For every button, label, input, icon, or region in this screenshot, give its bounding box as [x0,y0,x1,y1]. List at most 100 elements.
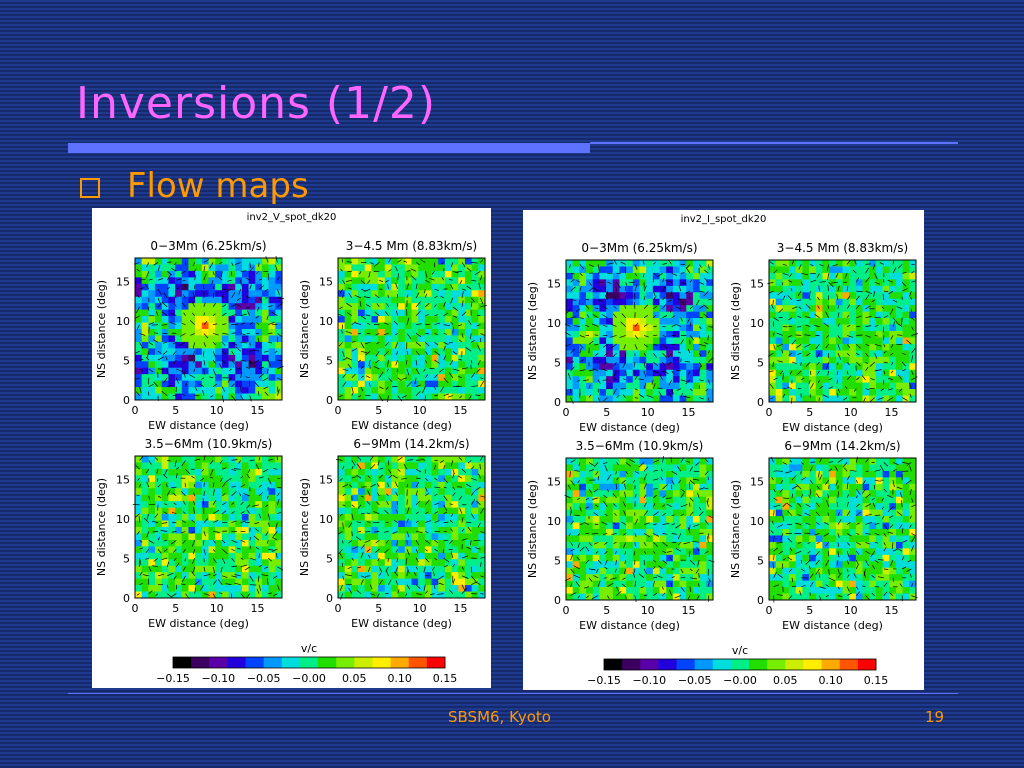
x-tick-label: 0 [132,404,139,417]
figure-title: inv2_V_spot_dk20 [247,212,337,223]
y-tick-label: 10 [319,513,333,526]
colorbar-tick: −0.00 [292,672,326,685]
x-tick-label: 10 [210,404,224,417]
y-tick-label: 5 [123,355,130,368]
x-tick-label: 10 [413,602,427,615]
x-tick-label: 0 [335,602,342,615]
title-underline-thin [590,142,958,144]
x-tick-label: 15 [251,404,265,417]
x-tick-label: 5 [603,406,610,419]
y-axis-label: NS distance (deg) [298,478,311,576]
y-tick-label: 0 [757,396,764,409]
x-tick-label: 10 [641,406,655,419]
colorbar-swatch [821,659,841,670]
colorbar-swatch [694,659,714,670]
colorbar-swatch [658,659,677,670]
page-number: 19 [925,708,945,726]
colorbar-tick: 0.05 [342,672,367,685]
y-tick-label: 15 [750,476,764,489]
x-tick-label: 10 [210,602,224,615]
colorbar-swatch [227,657,246,668]
colorbar-swatch [604,659,623,670]
velocity-heatmap [135,456,283,599]
y-tick-label: 5 [554,357,561,370]
velocity-heatmap [338,258,486,401]
bullet-square-icon [80,178,100,198]
panel-title: 0−3Mm (6.25km/s) [581,241,697,255]
x-tick-label: 15 [885,604,899,617]
x-axis-label: EW distance (deg) [148,419,249,432]
x-axis-label: EW distance (deg) [148,617,249,630]
footer-rule [68,693,958,694]
panel-title: 3−4.5 Mm (8.83km/s) [346,239,477,253]
x-axis-label: EW distance (deg) [579,619,680,632]
velocity-heatmap [566,260,714,403]
bullet-flow-maps: Flow maps [127,166,309,206]
flow-vectors [133,255,285,403]
colorbar-tick: −0.05 [247,672,281,685]
flow-vectors [335,455,486,600]
colorbar: v/c −0.15 −0.10 −0.05 −0.00 0.05 0.10 0.15 [587,644,888,687]
colorbar-tick: −0.05 [678,674,712,687]
colorbar-swatch [390,657,410,668]
colorbar-swatch [354,657,373,668]
panel-title: 3−4.5 Mm (8.83km/s) [777,241,908,255]
y-tick-label: 10 [547,317,561,330]
panel-frame [337,257,486,401]
colorbar-swatch [803,659,822,670]
colorbar-tick: −0.00 [723,674,757,687]
panel-frame [134,257,283,401]
colorbar-swatch [263,657,283,668]
colorbar-frame [603,658,877,671]
colorbar-label: v/c [301,642,317,655]
colorbar-swatch [676,659,696,670]
panel-frame [565,457,714,601]
y-tick-label: 0 [554,396,561,409]
figure-svg: inv2_I_spot_dk20 0−3Mm (6.25km/s) 0 5 10 15 0 5… [526,214,919,687]
colorbar-label: v/c [732,644,748,657]
y-tick-label: 5 [554,555,561,568]
y-axis-label: NS distance (deg) [298,280,311,378]
colorbar-swatch [839,659,859,670]
y-axis-label: NS distance (deg) [95,280,108,378]
flow-vectors [770,456,918,603]
colorbar-swatch [640,659,659,670]
colorbar-swatch [767,659,786,670]
panel-frame [337,455,486,599]
x-tick-label: 0 [766,604,773,617]
colorbar-swatch [281,657,301,668]
colorbar-tick: −0.15 [587,674,621,687]
y-axis-label: NS distance (deg) [729,480,742,578]
x-tick-label: 5 [172,404,179,417]
colorbar-swatch [318,657,337,668]
x-axis-label: EW distance (deg) [351,419,452,432]
y-tick-label: 15 [116,276,130,289]
x-tick-label: 15 [682,406,696,419]
y-tick-label: 15 [116,474,130,487]
colorbar-swatch [857,659,877,670]
colorbar-tick: −0.10 [632,674,666,687]
panel-frame [768,457,917,601]
colorbar-tick: 0.05 [773,674,798,687]
velocity-heatmap [566,458,714,601]
y-tick-label: 0 [123,592,130,605]
x-tick-label: 5 [172,602,179,615]
x-tick-label: 15 [251,602,265,615]
colorbar-swatch [785,659,804,670]
colorbar-frame [172,656,446,669]
x-tick-label: 5 [603,604,610,617]
colorbar-tick: −0.10 [201,672,235,685]
y-tick-label: 15 [319,276,333,289]
colorbar-swatch [622,659,641,670]
slide-title: Inversions (1/2) [76,78,437,129]
colorbar-swatch [372,657,391,668]
x-tick-label: 10 [641,604,655,617]
x-tick-label: 15 [454,404,468,417]
colorbar-tick: 0.15 [433,672,458,685]
x-axis-label: EW distance (deg) [579,421,680,434]
velocity-heatmap [135,258,283,401]
